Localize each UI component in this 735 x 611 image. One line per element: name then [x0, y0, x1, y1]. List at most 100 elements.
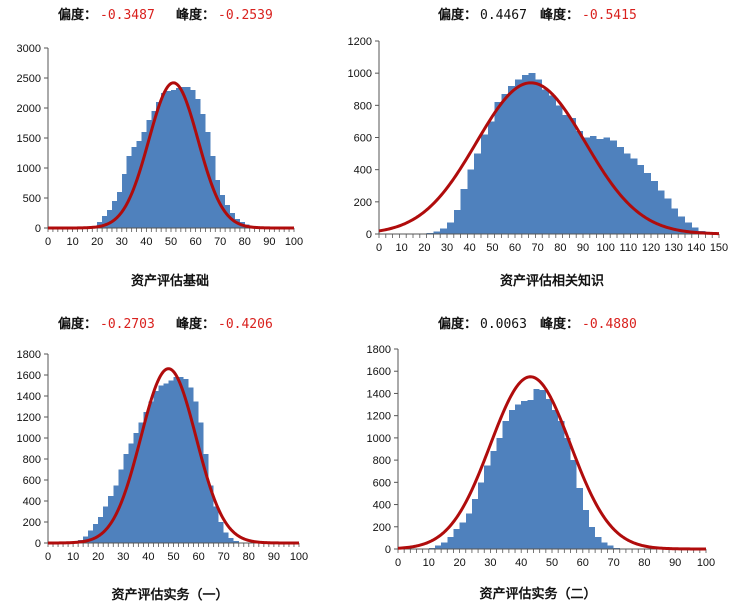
- y-tick-label: 1200: [367, 411, 391, 423]
- histogram-bar: [467, 169, 475, 234]
- histogram-bar: [637, 164, 645, 234]
- y-tick-label: 1400: [367, 388, 391, 400]
- histogram-bar: [434, 545, 442, 549]
- histogram-bar: [223, 532, 229, 543]
- x-tick-label: 40: [142, 551, 154, 563]
- histogram-bar: [549, 95, 556, 235]
- histogram-bar: [539, 390, 546, 549]
- histogram-bar: [185, 87, 191, 228]
- x-tick-label: 70: [607, 557, 619, 569]
- histogram-bar: [171, 90, 176, 228]
- x-tick-label: 0: [45, 236, 51, 248]
- y-tick-label: 0: [35, 223, 41, 235]
- panel-2: 偏度： -0.2703 峰度： -0.4206 0200400600800100…: [17, 316, 309, 603]
- x-tick-label: 60: [577, 557, 589, 569]
- histogram-bar: [570, 460, 577, 549]
- kurt-label: 峰度：: [540, 316, 579, 332]
- y-tick-label: 200: [354, 197, 372, 209]
- x-tick-label: 80: [239, 236, 251, 248]
- histogram-bar: [198, 422, 204, 543]
- histogram-bar: [166, 91, 171, 228]
- histogram-bar: [138, 422, 144, 543]
- panel-1: 偏度： 0.4467 峰度： -0.5415 02004006008001000…: [348, 7, 729, 289]
- histogram-bar: [156, 102, 162, 228]
- y-tick-label: 1200: [17, 412, 41, 424]
- histogram-bar: [447, 222, 454, 234]
- x-tick-label: 80: [638, 557, 650, 569]
- histogram-bar: [102, 216, 108, 228]
- histogram-bar: [188, 387, 194, 543]
- histogram-bar: [111, 201, 117, 228]
- histogram-bar: [583, 137, 590, 234]
- skew-value: 0.0063: [480, 317, 527, 332]
- histogram-bar: [478, 482, 485, 549]
- histogram-bar: [193, 401, 199, 543]
- histogram-bar: [528, 73, 536, 234]
- histogram-bar: [657, 190, 665, 234]
- x-tick-label: 70: [218, 551, 230, 563]
- x-tick-label: 70: [214, 236, 226, 248]
- histogram-bar: [108, 495, 114, 543]
- y-tick-label: 400: [354, 165, 372, 177]
- histogram-bar: [576, 131, 583, 234]
- histogram-bar: [502, 421, 509, 549]
- x-tick-label: 90: [263, 236, 275, 248]
- y-tick-label: 1600: [367, 366, 391, 378]
- x-tick-label: 80: [243, 551, 255, 563]
- histogram-bar: [440, 228, 447, 234]
- histogram-bar: [576, 487, 583, 549]
- x-tick-label: 30: [441, 242, 453, 254]
- histogram-bar: [447, 536, 454, 549]
- histogram-bar: [175, 88, 181, 228]
- panel-0: 偏度： -0.3487 峰度： -0.2539 0500100015002000…: [17, 7, 304, 289]
- histogram-bar: [116, 192, 122, 228]
- histogram-bar: [161, 93, 167, 228]
- histogram-bar: [542, 89, 549, 234]
- histogram-bar: [521, 74, 529, 234]
- histogram-bar: [220, 195, 226, 228]
- histogram-bar: [564, 437, 571, 549]
- histogram-bar: [93, 524, 99, 543]
- histogram-bar: [218, 522, 224, 543]
- normal-curve: [47, 81, 295, 230]
- x-tick-label: 110: [620, 242, 638, 254]
- x-tick-label: 10: [67, 551, 79, 563]
- histogram-bar: [141, 132, 147, 228]
- histogram-bar: [545, 399, 552, 549]
- histogram-bar: [143, 411, 149, 543]
- histogram-bar: [484, 465, 491, 549]
- x-tick-label: 100: [596, 242, 614, 254]
- histogram-bar: [490, 451, 497, 549]
- panel-title: 资产评估实务（二）: [479, 586, 596, 602]
- histogram-bar: [205, 132, 211, 228]
- y-tick-label: 2000: [17, 103, 41, 115]
- plot-area: 0 200 400 600 800 1000 1200 0 10 20 30 40 50 60 70 80 90…: [348, 36, 729, 254]
- kurt-label: 峰度：: [176, 7, 215, 23]
- histogram-bar: [601, 542, 608, 549]
- x-tick-label: 30: [484, 557, 496, 569]
- histogram-bar: [107, 210, 112, 228]
- x-tick-label: 60: [189, 236, 201, 248]
- kurt-value: -0.5415: [582, 8, 637, 23]
- histogram-bar: [453, 209, 461, 235]
- histogram-bar: [173, 377, 179, 543]
- histogram-bar: [481, 134, 488, 234]
- y-tick-label: 1500: [17, 133, 41, 145]
- y-tick-label: 1800: [17, 349, 41, 361]
- histogram-bar: [228, 537, 234, 543]
- y-tick-label: 500: [23, 193, 41, 205]
- y-tick-label: 1800: [367, 344, 391, 356]
- histogram-bar: [121, 174, 127, 228]
- y-tick-label: 1000: [17, 433, 41, 445]
- histogram-bar: [588, 526, 596, 549]
- plot-area: 0 500 1000 1500 2000 2500 3000 0 10 20 30 40 50 60 70 8…: [17, 43, 304, 248]
- histogram-bar: [148, 401, 154, 543]
- y-tick-label: 1000: [348, 68, 372, 80]
- y-tick-label: 1600: [17, 370, 41, 382]
- histogram-bar: [569, 118, 577, 234]
- x-tick-label: 60: [192, 551, 204, 563]
- histogram-bar: [487, 121, 495, 234]
- histogram-bar: [151, 111, 157, 228]
- x-tick-label: 100: [290, 551, 308, 563]
- x-tick-label: 40: [515, 557, 527, 569]
